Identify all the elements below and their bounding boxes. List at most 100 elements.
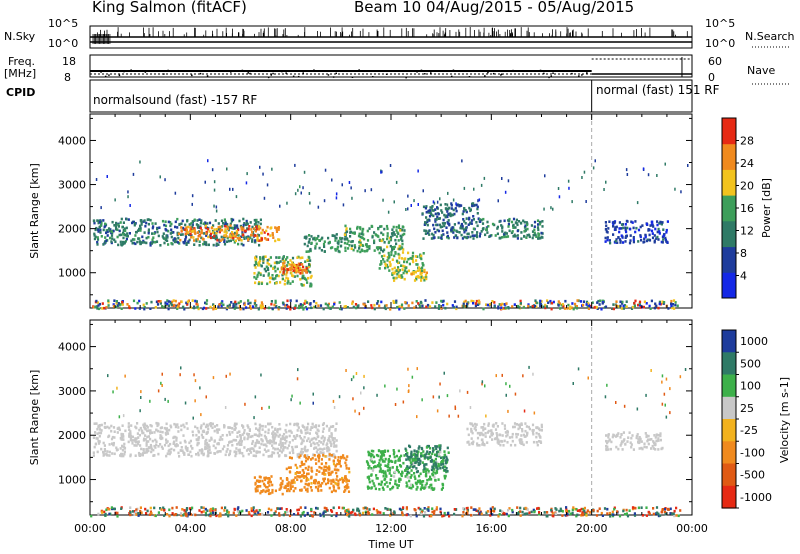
range-gate-cell	[134, 454, 137, 457]
range-gate-cell	[295, 299, 298, 303]
range-gate-cell	[305, 250, 308, 253]
range-gate-cell	[389, 459, 392, 463]
range-gate-cell	[478, 507, 481, 510]
range-gate-cell	[204, 425, 208, 429]
range-gate-cell	[519, 299, 522, 303]
range-gate-cell	[304, 306, 307, 309]
range-gate-cell	[637, 506, 640, 510]
range-gate-cell	[383, 254, 386, 258]
range-gate-cell	[277, 256, 280, 259]
range-gate-cell	[435, 508, 438, 511]
range-gate-cell	[293, 435, 296, 438]
range-gate-cell	[403, 232, 406, 236]
isolated-echo	[342, 203, 345, 207]
range-gate-cell	[431, 232, 434, 236]
range-gate-cell	[296, 269, 299, 272]
range-gate-cell	[286, 510, 289, 514]
range-gate-cell	[231, 427, 234, 430]
range-gate-cell	[307, 456, 310, 459]
range-gate-cell	[351, 231, 354, 235]
range-gate-cell	[251, 440, 254, 443]
range-gate-cell	[136, 301, 139, 305]
range-gate-cell	[150, 431, 154, 434]
range-gate-cell	[203, 240, 206, 244]
range-gate-cell	[437, 453, 440, 456]
range-gate-cell	[388, 466, 391, 470]
range-gate-cell	[249, 451, 253, 454]
range-gate-cell	[544, 306, 547, 310]
range-gate-cell	[265, 238, 268, 241]
range-gate-cell	[198, 230, 201, 233]
range-gate-cell	[255, 427, 258, 430]
range-gate-cell	[384, 264, 388, 267]
range-gate-cell	[288, 514, 292, 518]
range-gate-cell	[410, 450, 413, 454]
range-gate-cell	[283, 259, 286, 263]
range-gate-cell	[587, 303, 590, 307]
range-gate-cell	[582, 507, 585, 511]
range-gate-cell	[104, 236, 107, 239]
range-gate-cell	[612, 222, 615, 226]
range-gate-cell	[404, 301, 407, 304]
range-gate-cell	[626, 226, 629, 230]
range-gate-cell	[271, 274, 274, 277]
range-gate-cell	[154, 222, 157, 225]
range-gate-cell	[284, 454, 287, 458]
range-gate-cell	[513, 422, 517, 425]
range-gate-cell	[389, 478, 392, 481]
range-gate-cell	[433, 509, 436, 513]
range-gate-cell	[645, 302, 648, 305]
range-gate-cell	[386, 507, 389, 511]
range-gate-cell	[152, 225, 155, 228]
range-gate-cell	[304, 299, 307, 303]
range-gate-cell	[120, 452, 123, 456]
range-gate-cell	[665, 240, 668, 243]
range-gate-cell	[183, 509, 186, 512]
range-gate-cell	[301, 268, 305, 272]
range-gate-cell	[305, 307, 309, 311]
range-gate-cell	[264, 476, 267, 480]
range-gate-cell	[306, 244, 309, 248]
range-gate-cell	[549, 299, 552, 303]
range-gate-cell	[496, 225, 499, 229]
range-gate-cell	[337, 249, 340, 253]
range-gate-cell	[165, 454, 168, 458]
range-gate-cell	[97, 512, 100, 516]
range-gate-cell	[294, 487, 297, 490]
range-gate-cell	[675, 514, 678, 517]
range-gate-cell	[301, 441, 304, 444]
range-gate-cell	[147, 230, 150, 233]
range-gate-cell	[165, 236, 168, 239]
range-gate-cell	[223, 234, 226, 238]
range-gate-cell	[291, 265, 294, 269]
cpid-label: CPID	[6, 86, 36, 99]
range-gate-cell	[518, 426, 521, 429]
range-gate-cell	[195, 433, 198, 437]
range-gate-cell	[358, 240, 361, 244]
range-gate-cell	[413, 279, 417, 282]
range-gate-cell	[540, 425, 543, 429]
range-gate-cell	[152, 236, 155, 239]
range-gate-cell	[425, 305, 428, 309]
range-gate-cell	[292, 263, 295, 266]
range-gate-cell	[400, 303, 404, 307]
range-gate-cell	[271, 488, 274, 492]
range-gate-cell	[382, 452, 385, 456]
range-gate-cell	[111, 442, 114, 445]
range-gate-cell	[546, 299, 549, 302]
range-gate-cell	[408, 466, 411, 469]
range-gate-cell	[322, 453, 325, 457]
range-gate-cell	[291, 445, 294, 449]
range-gate-cell	[659, 302, 662, 306]
range-gate-cell	[674, 303, 677, 307]
range-gate-cell	[620, 227, 623, 230]
range-gate-cell	[434, 453, 437, 457]
range-gate-cell	[435, 447, 438, 451]
range-gate-cell	[444, 215, 447, 219]
range-gate-cell	[93, 221, 96, 225]
range-gate-cell	[241, 509, 244, 513]
range-gate-cell	[502, 307, 506, 310]
freq-dot	[552, 72, 554, 74]
range-gate-cell	[261, 424, 264, 428]
range-gate-cell	[496, 232, 499, 236]
